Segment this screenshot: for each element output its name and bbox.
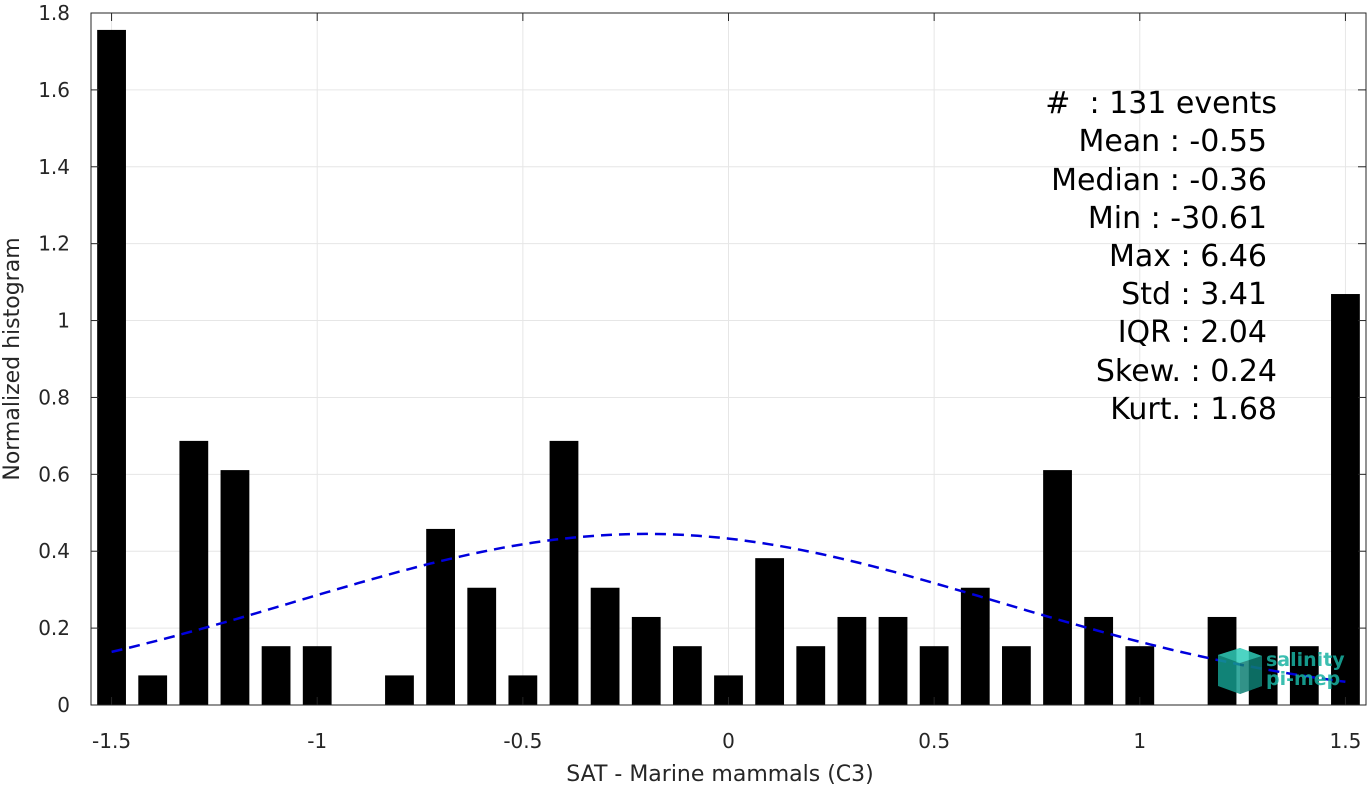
histogram-bar bbox=[385, 675, 414, 705]
x-tick-label: 0.5 bbox=[918, 729, 950, 753]
gaussian-fit-curve bbox=[111, 532, 1346, 684]
histogram-bar bbox=[960, 587, 990, 705]
y-tick-label: 1.4 bbox=[38, 155, 70, 179]
histogram-bar bbox=[220, 470, 250, 705]
histogram-bar bbox=[672, 646, 702, 705]
y-tick-label: 1 bbox=[57, 309, 70, 333]
histogram-bar bbox=[1043, 470, 1072, 705]
histogram-bar bbox=[1002, 646, 1031, 705]
logo-line2: pi-mep bbox=[1266, 668, 1340, 690]
y-tick-labels: 0 0.2 0.4 0.6 0.8 1 1.2 1.4 1.6 1.8 bbox=[38, 1, 70, 717]
histogram-bar bbox=[878, 616, 908, 705]
histogram-bar bbox=[919, 646, 949, 705]
x-tick-label: -1 bbox=[307, 729, 327, 753]
y-tick-label: 0.2 bbox=[38, 616, 70, 640]
histogram-bar bbox=[796, 646, 826, 705]
cube-logo-icon bbox=[1218, 648, 1262, 694]
histogram-bar bbox=[426, 528, 455, 705]
x-tick-label: 0 bbox=[722, 729, 735, 753]
histogram-bar bbox=[755, 558, 785, 705]
histogram-bar bbox=[837, 616, 867, 705]
histogram-bar bbox=[631, 616, 661, 705]
x-axis-label: SAT - Marine mammals (C3) bbox=[566, 762, 874, 785]
y-tick-label: 0.4 bbox=[38, 539, 70, 563]
x-tick-labels: -1.5 -1 -0.5 0 0.5 1 1.5 bbox=[92, 729, 1361, 753]
histogram-bar bbox=[1125, 646, 1155, 705]
stats-min: Min : -30.61 bbox=[1088, 201, 1267, 236]
stats-iqr: IQR : 2.04 bbox=[1118, 315, 1267, 350]
histogram-bar bbox=[590, 587, 620, 705]
bars-layer bbox=[97, 29, 1360, 706]
histogram-bar bbox=[97, 29, 126, 706]
stats-box: # : 131 events Mean : -0.55 Median : -0.… bbox=[1045, 86, 1277, 427]
y-tick-label: 0.6 bbox=[38, 462, 70, 486]
histogram-bar bbox=[549, 440, 579, 705]
stats-kurt: Kurt. : 1.68 bbox=[1110, 392, 1277, 427]
y-tick-label: 1.2 bbox=[38, 232, 70, 256]
logo-line1: salinity bbox=[1266, 649, 1345, 671]
y-tick-label: 0.8 bbox=[38, 385, 70, 409]
y-tick-label: 0 bbox=[57, 693, 70, 717]
stats-count: # : 131 events bbox=[1045, 86, 1277, 121]
ticks-layer bbox=[91, 12, 1366, 706]
histogram-bar bbox=[1331, 294, 1360, 705]
x-tick-label: 1 bbox=[1133, 729, 1146, 753]
y-tick-label: 1.6 bbox=[38, 78, 70, 102]
histogram-bar bbox=[467, 587, 497, 705]
stats-median: Median : -0.36 bbox=[1051, 163, 1267, 198]
x-tick-label: 1.5 bbox=[1330, 729, 1362, 753]
histogram-bar bbox=[302, 646, 332, 705]
y-axis-label: Normalized histogram bbox=[0, 237, 25, 480]
x-tick-label: -1.5 bbox=[92, 729, 131, 753]
x-tick-label: -0.5 bbox=[503, 729, 542, 753]
histogram-bar bbox=[261, 646, 291, 705]
y-tick-label: 1.8 bbox=[38, 1, 70, 25]
histogram-bar bbox=[179, 440, 209, 705]
stats-max: Max : 6.46 bbox=[1109, 239, 1267, 274]
salinity-pimep-logo: salinity pi-mep bbox=[1218, 648, 1345, 694]
histogram-bar bbox=[138, 675, 168, 705]
stats-skew: Skew. : 0.24 bbox=[1096, 354, 1277, 389]
stats-std: Std : 3.41 bbox=[1121, 277, 1267, 312]
stats-mean: Mean : -0.55 bbox=[1078, 124, 1267, 159]
